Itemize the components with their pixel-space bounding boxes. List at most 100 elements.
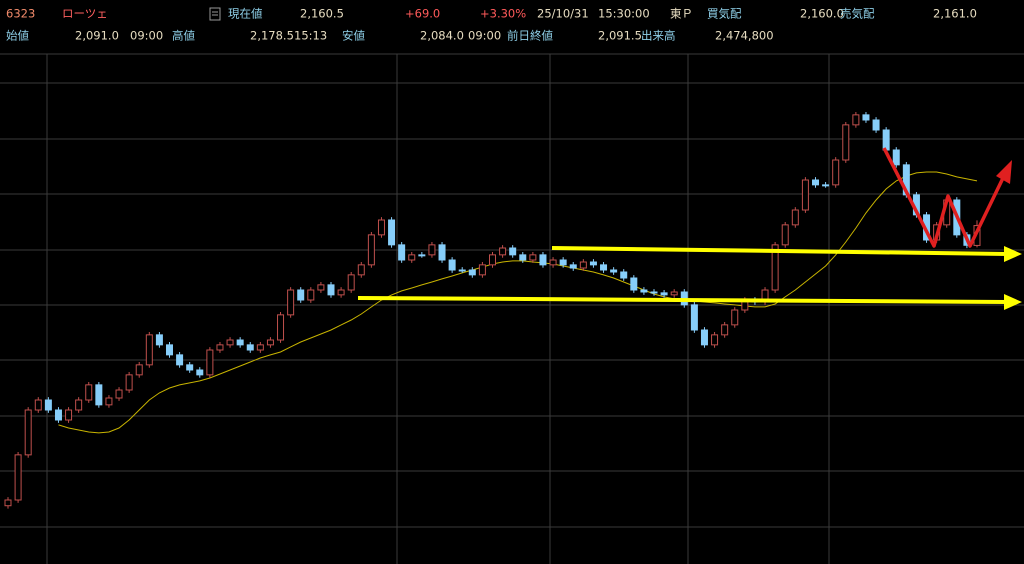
candle-body — [266, 339, 274, 346]
candle-body — [579, 261, 587, 269]
candle-body — [721, 324, 729, 336]
candle-body — [34, 399, 42, 411]
value: 2,161.0 — [933, 7, 977, 21]
candle-body — [408, 254, 416, 261]
candle-body — [630, 277, 638, 291]
candle-body — [801, 179, 809, 211]
memo-icon[interactable] — [209, 7, 221, 21]
candle-body — [882, 129, 890, 151]
candle-body — [14, 454, 22, 501]
candle-body — [186, 364, 194, 371]
value: 2,084.0 — [420, 29, 464, 43]
candle-body — [731, 309, 739, 326]
candle-body — [569, 264, 577, 269]
value: 2,160.5 — [300, 7, 344, 21]
candle-body — [842, 124, 850, 161]
candle-body — [428, 244, 436, 256]
candle-body — [640, 289, 648, 293]
candle-body — [226, 339, 234, 346]
time: 15:30:00 — [598, 7, 650, 21]
candle-body — [781, 224, 789, 246]
market: 東Ｐ — [670, 7, 693, 21]
candle-body — [600, 264, 608, 271]
candle-body — [44, 399, 52, 411]
code: 6323 — [6, 7, 35, 21]
arrow-head — [1004, 246, 1022, 262]
candle-body — [155, 334, 163, 346]
candle-body — [216, 344, 224, 351]
candle-body — [54, 409, 62, 421]
candle-body — [347, 274, 355, 291]
candle-body — [791, 209, 799, 226]
candle-body — [418, 254, 426, 257]
date: 25/10/31 — [537, 7, 589, 21]
candle-body — [166, 344, 173, 356]
candle-body — [771, 244, 779, 291]
candle-body — [660, 292, 668, 296]
candle-body — [589, 261, 597, 266]
label: 買気配 — [707, 7, 742, 21]
candle-body — [610, 269, 618, 273]
arrow-head — [1004, 294, 1022, 310]
candle-body — [236, 339, 244, 346]
candle-body — [105, 397, 113, 406]
change: +69.0 — [405, 7, 440, 21]
candle-body — [206, 349, 214, 376]
candle-body — [145, 334, 153, 366]
candle-body — [892, 149, 900, 166]
label: 現在値 — [228, 7, 263, 21]
candle-body — [95, 384, 103, 406]
candle-body — [438, 244, 446, 261]
candle-body — [478, 264, 486, 276]
candle-body — [812, 179, 819, 186]
value: 09:00 — [468, 29, 501, 43]
candle-body — [277, 314, 285, 341]
label: 高値 — [172, 29, 195, 43]
candle-body — [711, 334, 719, 346]
candle-body — [539, 254, 547, 266]
plot — [4, 112, 981, 509]
candle-body — [357, 264, 365, 276]
candle-body — [4, 499, 12, 507]
label: 安値 — [342, 29, 365, 43]
candle-body — [862, 114, 870, 121]
candle-body — [700, 329, 708, 346]
candle-body — [529, 254, 537, 261]
candle-body — [317, 284, 325, 291]
candle-body — [499, 247, 507, 256]
label: 出来高 — [641, 29, 676, 43]
label: 始値 — [6, 29, 29, 43]
label: 前日終値 — [507, 29, 553, 43]
value: 2,091.0 — [75, 29, 119, 43]
candle-body — [690, 304, 698, 331]
moving-average — [58, 171, 978, 434]
candle-body — [327, 284, 335, 296]
candle-body — [297, 289, 305, 301]
candle-body — [388, 219, 396, 246]
annotations — [357, 147, 1022, 310]
value: 2,160.0 — [800, 7, 844, 21]
candle-body — [307, 289, 315, 301]
candle-body — [65, 409, 73, 421]
value: 2,178.5 — [250, 29, 294, 43]
candle-body — [287, 289, 295, 316]
red-arrow — [882, 147, 1005, 248]
candle-body — [85, 384, 93, 401]
candle-body — [75, 399, 83, 411]
candle-body — [176, 354, 184, 366]
value: 09:00 — [130, 29, 163, 43]
candle-body — [670, 291, 678, 296]
arrow-head — [996, 160, 1012, 184]
candle-body — [872, 119, 880, 131]
candle-body — [115, 389, 123, 399]
label: 売気配 — [840, 7, 875, 21]
name: ローツェ — [62, 7, 108, 21]
candle-body — [620, 271, 628, 279]
candle-body — [509, 247, 517, 256]
grid — [0, 53, 1024, 564]
candle-body — [125, 374, 133, 391]
candle-body — [367, 234, 375, 266]
candle-body — [377, 219, 385, 236]
candle-body — [822, 184, 830, 187]
